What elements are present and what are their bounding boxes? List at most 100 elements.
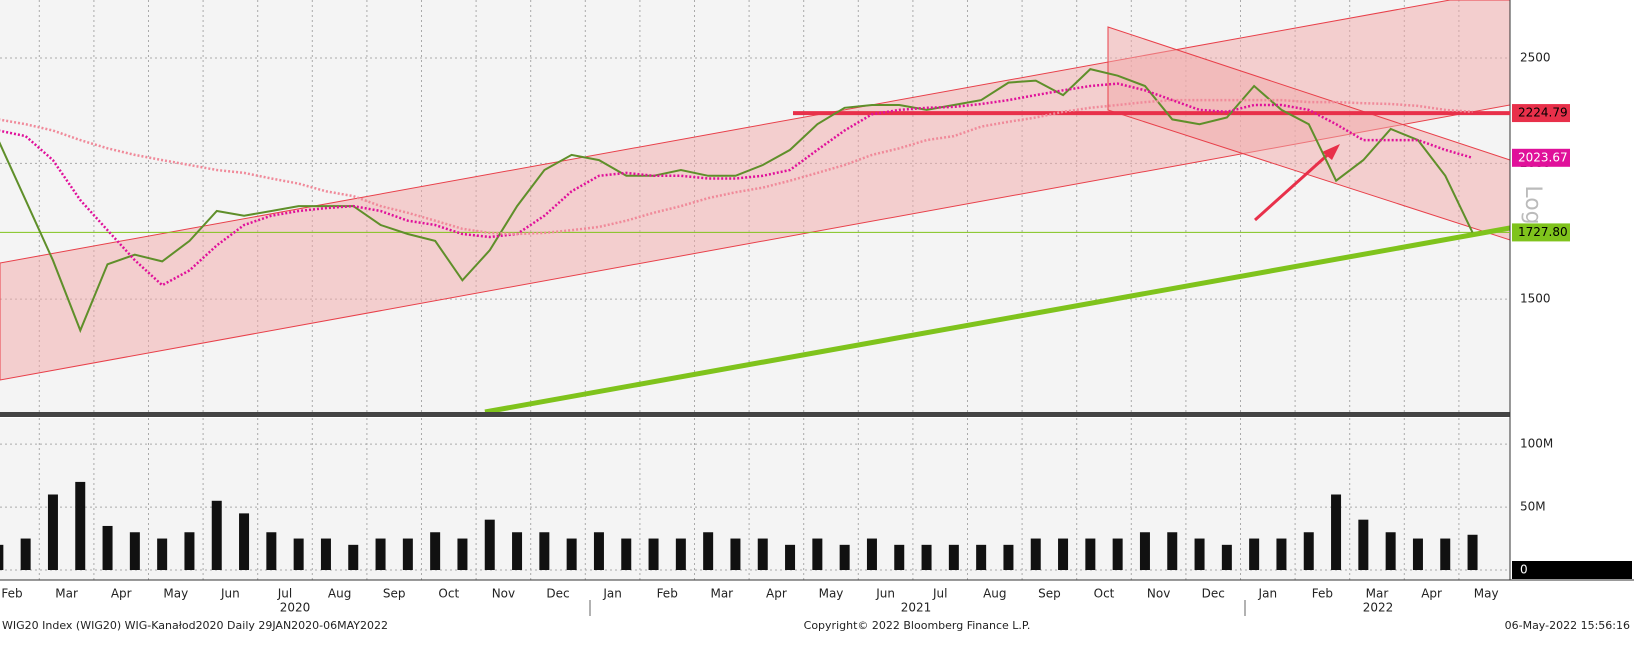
- volume-bar: [157, 538, 168, 570]
- x-tick-label: Jan: [1258, 587, 1278, 601]
- volume-bar: [1167, 532, 1178, 570]
- y-tick-label: 0: [1520, 563, 1528, 577]
- x-tick-label: Apr: [111, 587, 132, 601]
- volume-bar: [675, 538, 686, 570]
- year-label: 2022: [1363, 601, 1394, 615]
- x-tick-label: Sep: [383, 587, 406, 601]
- value-marker-box: [1512, 148, 1570, 167]
- x-tick-label: Feb: [1312, 587, 1333, 601]
- x-tick-label: Oct: [1094, 587, 1115, 601]
- volume-bar: [47, 494, 58, 570]
- volume-bar: [375, 538, 386, 570]
- tick-box: [1512, 561, 1632, 579]
- x-tick-label: Nov: [1147, 587, 1170, 601]
- volume-bar: [184, 532, 195, 570]
- volume-bar: [1030, 538, 1041, 570]
- volume-bar: [1358, 519, 1369, 570]
- x-tick-label: Jun: [875, 587, 895, 601]
- volume-bar: [566, 538, 577, 570]
- year-label: 2021: [901, 601, 932, 615]
- support-trend-line: [484, 225, 1511, 415]
- x-tick-label: Mar: [55, 587, 78, 601]
- volume-bar: [102, 525, 113, 570]
- volume-bar: [512, 532, 523, 570]
- value-marker-box: [1512, 223, 1570, 242]
- volume-bar: [75, 481, 86, 570]
- volume-bar: [1303, 532, 1314, 570]
- volume-bar: [320, 538, 331, 570]
- x-tick-label: Feb: [1, 587, 22, 601]
- volume-bar: [621, 538, 632, 570]
- y-tick-label: 100M: [1520, 437, 1553, 451]
- volume-bar: [948, 544, 959, 570]
- y-tick-label: 50M: [1520, 500, 1546, 514]
- y-tick-label: 2500: [1520, 51, 1551, 65]
- footer-left: WIG20 Index (WIG20) WIG-Kanałod2020 Dail…: [2, 619, 388, 632]
- x-tick-label: May: [163, 587, 188, 601]
- year-label: 2020: [280, 601, 311, 615]
- volume-bar: [894, 544, 905, 570]
- volume-bar: [785, 544, 796, 570]
- volume-bar: [20, 538, 31, 570]
- price-line: [0, 67, 1474, 334]
- value-marker-box: [1512, 104, 1570, 123]
- scale-label: Log: [1520, 185, 1545, 224]
- moving-average: [0, 98, 1473, 236]
- volume-bar: [866, 538, 877, 570]
- volume-bar: [402, 538, 413, 570]
- footer-center: Copyright© 2022 Bloomberg Finance L.P.: [804, 619, 1031, 632]
- volume-bar: [430, 532, 441, 570]
- x-tick-label: Oct: [438, 587, 459, 601]
- y-tick-label: 1500: [1520, 292, 1551, 306]
- volume-bar: [348, 544, 359, 570]
- x-tick-label: May: [1474, 587, 1499, 601]
- panel-separator: [0, 412, 1510, 417]
- arrow: [1253, 148, 1335, 222]
- volume-bar: [457, 538, 468, 570]
- x-tick-label: Nov: [492, 587, 515, 601]
- volume-bar: [812, 538, 823, 570]
- footer-right: 06-May-2022 15:56:16: [1505, 619, 1630, 632]
- volume-bar: [1139, 532, 1150, 570]
- volume-bar: [1194, 538, 1205, 570]
- volume-bar: [539, 532, 550, 570]
- x-tick-label: Aug: [328, 587, 351, 601]
- volume-bar: [1276, 538, 1287, 570]
- volume-bar: [839, 544, 850, 570]
- volume-bar: [0, 544, 4, 570]
- volume-bar: [1331, 494, 1342, 570]
- volume-bar: [239, 513, 250, 570]
- volume-bar: [1467, 534, 1478, 570]
- x-tick-label: Apr: [766, 587, 787, 601]
- moving-average: [0, 82, 1473, 287]
- volume-bar: [1385, 532, 1396, 570]
- x-tick-label: Sep: [1038, 587, 1061, 601]
- volume-bar: [1058, 538, 1069, 570]
- volume-bar: [703, 532, 714, 570]
- volume-bar: [293, 538, 304, 570]
- volume-bar: [266, 532, 277, 570]
- volume-bar: [211, 500, 222, 570]
- value-marker-label: 2224.79: [1518, 106, 1568, 120]
- volume-bar: [730, 538, 741, 570]
- x-tick-label: Mar: [1366, 587, 1389, 601]
- volume-bar: [1412, 538, 1423, 570]
- x-tick-label: Jul: [932, 587, 947, 601]
- x-tick-label: Aug: [983, 587, 1006, 601]
- x-tick-label: May: [819, 587, 844, 601]
- value-marker-label: 1727.80: [1518, 225, 1568, 239]
- arrow-head: [1322, 144, 1340, 160]
- volume-bar: [484, 519, 495, 570]
- volume-bar: [648, 538, 659, 570]
- volume-bar: [1221, 544, 1232, 570]
- x-tick-label: Dec: [1202, 587, 1225, 601]
- x-tick-label: Jun: [220, 587, 240, 601]
- volume-bar: [129, 532, 140, 570]
- x-tick-label: Jul: [277, 587, 292, 601]
- volume-bar: [921, 544, 932, 570]
- x-tick-label: Feb: [657, 587, 678, 601]
- volume-bar: [757, 538, 768, 570]
- x-tick-label: Apr: [1421, 587, 1442, 601]
- volume-bar: [1085, 538, 1096, 570]
